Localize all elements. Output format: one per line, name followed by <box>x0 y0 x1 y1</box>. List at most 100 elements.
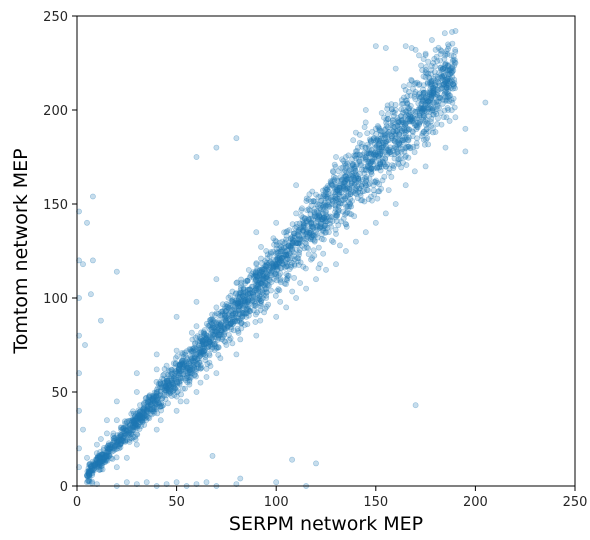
data-point <box>104 430 110 437</box>
data-point <box>378 110 385 116</box>
data-point <box>116 437 123 444</box>
data-point <box>258 301 265 307</box>
data-point <box>412 46 419 53</box>
data-point <box>383 145 390 152</box>
data-point <box>424 120 431 126</box>
data-point <box>345 198 352 205</box>
data-point <box>206 317 213 324</box>
data-point <box>193 389 200 395</box>
data-point <box>416 105 423 111</box>
data-point <box>253 261 260 268</box>
data-point <box>207 339 213 346</box>
data-point <box>384 111 391 118</box>
data-point <box>384 116 391 123</box>
data-point <box>153 426 160 433</box>
data-point <box>236 307 243 314</box>
data-point <box>174 378 180 385</box>
data-point <box>222 315 228 322</box>
data-point <box>221 337 227 344</box>
data-point <box>441 91 448 98</box>
data-point <box>230 327 237 334</box>
data-point <box>376 135 382 142</box>
data-point <box>343 164 350 171</box>
data-point <box>267 250 274 257</box>
data-point <box>268 287 274 294</box>
data-point <box>348 189 355 196</box>
data-point <box>274 254 281 261</box>
data-point <box>286 250 293 256</box>
data-point <box>176 370 183 377</box>
plot-area <box>77 16 575 486</box>
data-point <box>335 168 342 175</box>
data-point <box>80 426 86 433</box>
data-point <box>353 185 359 192</box>
data-point <box>366 136 373 143</box>
data-point <box>443 97 450 104</box>
data-point <box>286 227 293 234</box>
data-point <box>102 453 108 459</box>
data-point <box>369 128 376 135</box>
data-point <box>398 148 405 155</box>
data-point <box>398 128 405 135</box>
data-point <box>333 218 340 224</box>
data-point <box>123 430 129 437</box>
data-point <box>418 94 425 101</box>
data-point <box>338 200 344 207</box>
data-point <box>150 393 157 400</box>
data-point <box>126 422 133 428</box>
data-point <box>144 405 151 412</box>
data-point <box>407 117 413 124</box>
data-point <box>89 472 96 478</box>
data-point <box>369 156 376 163</box>
data-point <box>171 375 177 382</box>
data-point <box>404 125 410 132</box>
data-point <box>427 89 434 95</box>
data-point <box>114 439 121 445</box>
data-point <box>287 244 294 251</box>
data-point <box>426 98 432 105</box>
data-point <box>97 459 103 465</box>
data-point <box>261 266 268 272</box>
data-point <box>367 139 374 145</box>
data-point <box>390 145 397 152</box>
data-point <box>106 440 112 447</box>
data-point <box>207 322 213 329</box>
data-point <box>448 69 455 76</box>
data-point <box>396 141 402 147</box>
data-point <box>197 351 204 358</box>
data-point <box>237 315 244 322</box>
data-point <box>406 134 412 141</box>
data-point <box>109 442 116 448</box>
data-point <box>340 215 347 222</box>
data-point <box>422 69 429 76</box>
data-point <box>118 440 124 447</box>
data-point <box>482 99 489 106</box>
data-point <box>329 198 336 205</box>
data-point <box>110 447 117 454</box>
data-point <box>137 417 144 424</box>
data-point <box>183 348 190 354</box>
data-point <box>333 197 339 204</box>
data-point <box>270 248 277 255</box>
data-point <box>173 347 180 354</box>
data-point <box>377 161 384 168</box>
data-point <box>221 311 228 318</box>
data-point <box>342 173 349 180</box>
data-point <box>145 408 151 415</box>
data-point <box>346 166 353 173</box>
data-point <box>317 261 323 268</box>
data-point <box>146 394 153 400</box>
data-point <box>163 481 170 487</box>
data-point <box>150 393 157 400</box>
data-point <box>256 269 263 276</box>
data-point <box>370 182 377 189</box>
data-point <box>434 103 441 110</box>
data-point <box>433 98 440 105</box>
data-point <box>267 259 274 265</box>
data-point <box>325 188 332 195</box>
data-point <box>88 466 95 472</box>
data-point <box>313 191 319 198</box>
data-point <box>335 207 342 214</box>
data-point <box>113 464 120 471</box>
data-point <box>219 308 226 315</box>
